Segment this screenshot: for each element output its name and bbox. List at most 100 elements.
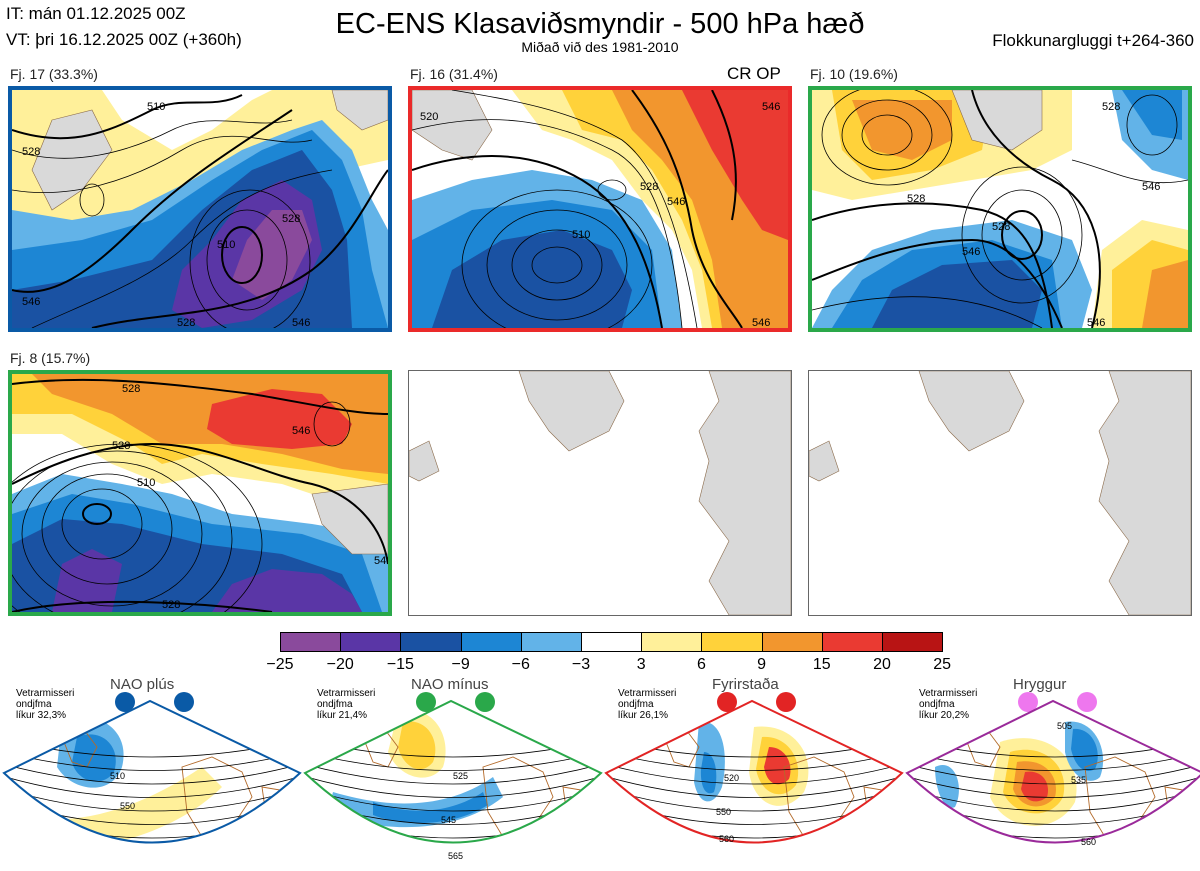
regime-description-line: líkur 26,1% <box>618 710 669 721</box>
cluster-3-map: 528 546 528 546 528 546 <box>808 86 1192 332</box>
contour-label: 528 <box>1102 101 1120 113</box>
height-contour <box>2 845 302 869</box>
contour-label: 528 <box>992 221 1010 233</box>
colorbar-tick-label: −6 <box>511 656 530 673</box>
regime-border <box>2 699 302 844</box>
colorbar-swatch <box>581 632 643 652</box>
anomaly-area <box>72 734 116 782</box>
valid-time: VT: þri 16.12.2025 00Z (+360h) <box>6 30 242 49</box>
empty-map-2 <box>808 370 1192 616</box>
regime-description: Vetrarmisseri ondjfma líkur 20,2% <box>919 688 977 721</box>
contour-label: 565 <box>448 851 463 861</box>
cluster-2-map: 520 546 510 528 546 546 <box>408 86 792 332</box>
regime-marker-dot <box>1077 692 1097 712</box>
anomaly-area <box>1015 863 1045 869</box>
colorbar-tick-label: −20 <box>326 656 354 673</box>
regime-name: NAO plús <box>110 676 175 693</box>
anomaly-area <box>700 752 717 794</box>
regime-marker-dot <box>475 692 495 712</box>
colorbar-tick-label: 3 <box>636 656 646 673</box>
contour-label: 510 <box>217 239 235 251</box>
height-contour <box>305 760 601 785</box>
page-subtitle: Miðað við des 1981-2010 <box>521 39 679 55</box>
height-contour <box>4 772 300 798</box>
page-title: EC-ENS Klasaviðsmyndir - 500 hPa hæð <box>335 8 865 40</box>
colorbar-tick-label: 20 <box>873 656 891 673</box>
regime-marker-dot <box>776 692 796 712</box>
height-contour <box>604 857 904 869</box>
contour-label: 545 <box>441 815 456 825</box>
regime-description: Vetrarmisseri ondjfma líkur 21,4% <box>317 688 375 721</box>
contour-label: 546 <box>1087 317 1105 328</box>
contour-label: 546 <box>374 555 388 567</box>
colorbar-tick-label: −9 <box>451 656 470 673</box>
regime-description-line: líkur 21,4% <box>317 710 368 721</box>
colorbar-tick-label: 6 <box>696 656 706 673</box>
regime-description-line: líkur 32,3% <box>16 710 67 721</box>
regime-description-line: ondjfma <box>317 699 353 710</box>
cluster-4-label: Fj. 8 (15.7%) <box>10 350 91 366</box>
contour-label: 528 <box>162 599 180 611</box>
anomaly-area <box>1021 771 1049 802</box>
regime-name: Fyrirstaða <box>712 676 779 693</box>
colorbar-tick-label: −3 <box>571 656 591 673</box>
colorbar-tick-label: 25 <box>933 656 952 673</box>
contour-label: 546 <box>962 246 980 258</box>
contour-label: 520 <box>724 773 739 783</box>
colorbar-swatch <box>761 632 823 652</box>
regime-description-line: ondjfma <box>618 699 654 710</box>
regime-map: 525 545 565 <box>303 699 603 861</box>
contour-label: 535 <box>1071 775 1086 785</box>
cluster-3-label: Fj. 10 (19.6%) <box>810 66 898 82</box>
height-contour <box>907 784 1200 812</box>
regime-name: NAO mínus <box>411 676 489 693</box>
colorbar-swatch <box>400 632 462 652</box>
contour-label: 528 <box>22 146 40 158</box>
contour-label: 546 <box>667 196 685 208</box>
height-contour <box>2 857 302 869</box>
regime-description-line: ondjfma <box>16 699 52 710</box>
colorbar-swatch <box>641 632 703 652</box>
regime-description-line: Vetrarmisseri <box>919 688 978 699</box>
colorbar-tick-label: 9 <box>757 656 767 673</box>
regime-marker-dot <box>115 692 135 712</box>
colorbar-tick-label: −25 <box>266 656 294 673</box>
regime-description: Vetrarmisseri ondjfma líkur 26,1% <box>618 688 676 721</box>
colorbar-tick-label: 15 <box>812 656 831 673</box>
regime-marker-dot <box>1018 692 1038 712</box>
height-contour <box>305 784 601 812</box>
contour-label: 528 <box>282 213 300 225</box>
contour-label: 560 <box>719 834 734 844</box>
colorbar-swatch <box>520 632 582 652</box>
height-contour <box>907 772 1200 798</box>
contour-label: 520 <box>420 111 438 123</box>
contour-label: 525 <box>453 771 468 781</box>
regime-marker-dot <box>174 692 194 712</box>
contour-label: 546 <box>292 425 310 437</box>
contour-label: 560 <box>1081 837 1096 847</box>
contour-label: 528 <box>640 181 658 193</box>
contour-label: 528 <box>112 440 130 452</box>
contour-label: 550 <box>716 807 731 817</box>
height-contour <box>4 760 300 785</box>
colorbar-swatch <box>701 632 763 652</box>
contour-label: 510 <box>147 101 165 113</box>
anomaly-area <box>1071 728 1098 771</box>
contour-label: 528 <box>177 317 195 328</box>
regime-description-line: Vetrarmisseri <box>618 688 677 699</box>
colorbar-swatch <box>882 632 944 652</box>
regime-description-line: ondjfma <box>919 699 955 710</box>
regime-map: 505 535 560 <box>905 699 1200 869</box>
height-contour <box>4 784 300 812</box>
contour-label: 546 <box>762 101 780 113</box>
window-label: Flokkunargluggi t+264-360 <box>992 31 1194 50</box>
height-contour <box>305 772 601 798</box>
regime-map: 520 550 560 <box>604 699 904 869</box>
regime-border <box>303 699 603 844</box>
height-contour <box>606 784 902 812</box>
regime-border <box>604 699 904 844</box>
cluster-1-map: 510 528 546 510 528 528 546 <box>8 86 392 332</box>
height-contour <box>905 857 1200 869</box>
contour-label: 550 <box>120 801 135 811</box>
contour-label: 546 <box>752 317 770 328</box>
